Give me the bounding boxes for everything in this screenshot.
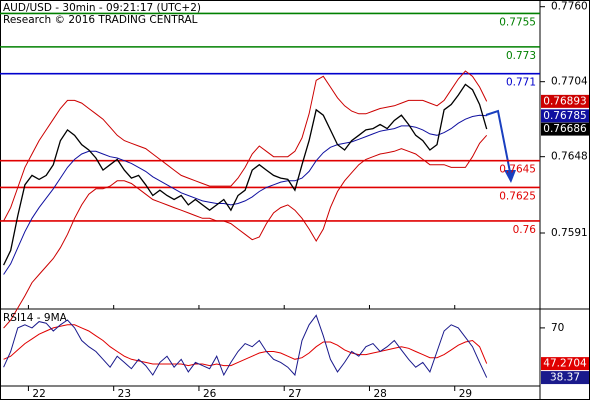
level-label: 0.76	[513, 224, 537, 236]
price-tag	[541, 122, 589, 136]
price-tag	[541, 109, 589, 123]
x-tick-label: 29	[459, 388, 472, 400]
series-line	[3, 83, 488, 266]
x-tick-label: 28	[373, 388, 386, 400]
y-tick-label: 70	[551, 322, 564, 334]
projection-arrow	[485, 109, 511, 173]
x-tick-label: 22	[32, 388, 45, 400]
x-tick-label: 26	[203, 388, 217, 400]
series-line	[3, 314, 488, 378]
chart-title: AUD/USD - 30min - 09:21:17 (UTC+2)	[3, 2, 201, 14]
price-tag-label: 0.76686	[543, 123, 587, 135]
price-tag-label: 47.2704	[543, 358, 587, 370]
price-tag	[541, 94, 589, 108]
x-tick-label: 23	[118, 388, 131, 400]
level-label: 0.7645	[499, 164, 536, 176]
series-line	[3, 134, 488, 329]
chart-subtitle: Research © 2016 TRADING CENTRAL	[3, 14, 198, 26]
price-tag-label: 38.37	[550, 372, 580, 384]
chart-title: RSI14 - 9MA	[3, 312, 68, 324]
y-tick-label: 0.7704	[551, 76, 588, 88]
series-line	[3, 324, 488, 367]
price-tag-label: 0.76785	[543, 110, 586, 122]
price-tag	[541, 357, 589, 371]
level-label: 0.773	[506, 50, 536, 62]
price-tag-label: 0.76893	[543, 95, 586, 107]
series-line	[3, 114, 487, 275]
level-label: 0.7625	[499, 190, 536, 202]
y-tick-label: 0.7648	[551, 151, 588, 163]
projection-arrowhead	[504, 170, 516, 183]
x-tick-label: 27	[288, 388, 301, 400]
y-tick-label: 0.7591	[551, 227, 588, 239]
y-tick-label: 0.7760	[551, 1, 588, 13]
level-label: 0.7755	[499, 16, 536, 28]
series-line	[3, 70, 488, 222]
level-label: 0.771	[506, 77, 536, 89]
price-tag	[541, 371, 589, 385]
